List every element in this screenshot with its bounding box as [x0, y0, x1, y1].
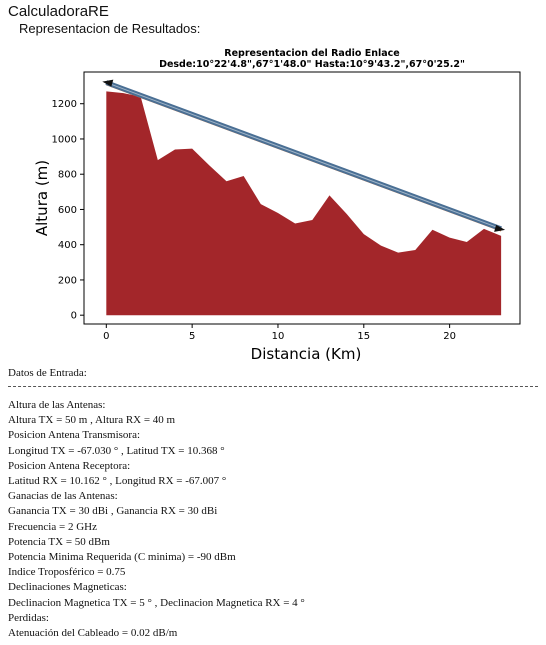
input-line: Declinacion Magnetica TX = 5 ° , Declina… [8, 596, 305, 609]
x-tick-label: 20 [443, 331, 456, 342]
terrain-area [106, 91, 502, 316]
x-tick-label: 10 [272, 331, 285, 342]
y-tick-label: 1200 [52, 99, 77, 110]
input-line: Potencia TX = 50 dBm [8, 535, 110, 548]
x-tick-label: 5 [189, 331, 195, 342]
input-line: Posicion Antena Receptora: [8, 459, 131, 472]
inputs-heading: Datos de Entrada: [8, 367, 87, 379]
tx-antenna-marker [102, 79, 114, 87]
y-tick-label: 400 [58, 240, 77, 251]
y-tick-label: 800 [58, 170, 77, 181]
y-tick-label: 1000 [52, 134, 77, 145]
input-line: Indice Troposférico = 0.75 [8, 566, 126, 579]
chart-title: Representacion del Radio Enlace [224, 48, 399, 59]
inputs-list: Altura de las Antenas: Altura TX = 50 m … [8, 398, 305, 641]
x-axis: 0 5 10 15 20 [103, 324, 456, 342]
input-line: Latitud RX = 10.162 ° , Longitud RX = -6… [8, 475, 227, 488]
input-line: Frecuencia = 2 GHz [8, 520, 97, 533]
y-tick-label: 600 [58, 205, 77, 216]
input-line: Atenuación del Cableado = 0.02 dB/m [8, 627, 178, 640]
y-axis-label: Altura (m) [33, 160, 51, 236]
input-line: Declinaciones Magneticas: [8, 581, 127, 594]
app-title: CalculadoraRE [8, 3, 109, 20]
input-line: Altura de las Antenas: [8, 399, 106, 411]
y-tick-label: 0 [71, 311, 77, 322]
x-axis-label: Distancia (Km) [251, 345, 362, 363]
x-tick-label: 15 [357, 331, 370, 342]
input-line: Altura TX = 50 m , Altura RX = 40 m [8, 414, 176, 427]
results-subtitle: Representacion de Resultados: [19, 21, 201, 36]
input-line: Posicion Antena Transmisora: [8, 429, 141, 442]
input-line: Longitud TX = -67.030 ° , Latitud TX = 1… [8, 444, 225, 457]
link-line-highlight [106, 82, 502, 230]
plot-frame [83, 71, 521, 325]
section-divider [8, 386, 538, 387]
input-line: Ganacias de las Antenas: [8, 490, 118, 503]
input-line: Potencia Minima Requerida (C minima) = -… [8, 551, 236, 564]
rx-antenna-marker [494, 224, 506, 232]
y-tick-label: 200 [58, 275, 77, 286]
chart-subtitle: Desde:10°22'4.8",67°1'48.0" Hasta:10°9'4… [159, 59, 465, 70]
y-axis: 0 200 400 600 800 1000 1200 [52, 99, 84, 322]
radio-link-chart: Representacion del Radio Enlace Desde:10… [33, 48, 521, 363]
plot-area [102, 79, 506, 316]
input-line: Perdidas: [8, 611, 49, 624]
input-line: Ganancia TX = 30 dBi , Ganancia RX = 30 … [8, 505, 218, 518]
x-tick-label: 0 [103, 331, 109, 342]
